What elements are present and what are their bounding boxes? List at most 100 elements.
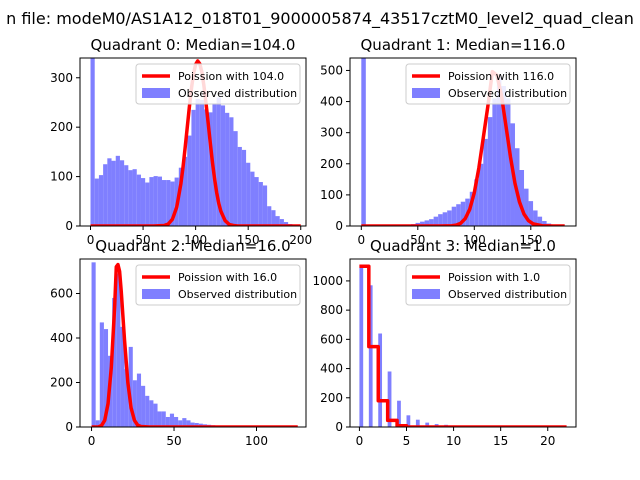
legend-box [135,63,301,105]
histogram-bar [212,103,217,226]
axes-frame [349,57,577,227]
legend-poisson-label: Poission with 1.0 [448,271,540,284]
histogram-bar [111,160,116,226]
histogram-bar [442,212,448,226]
y-tick-label: 600 [50,286,73,300]
histogram-bar [98,175,104,226]
legend-poisson-label: Poission with 16.0 [178,271,277,284]
histogram-bar [157,176,162,226]
axes-frame [79,258,307,428]
x-tick-label: 100 [245,434,268,448]
histogram-bar [528,201,534,226]
histogram-bar [115,155,120,226]
histogram-bar [145,395,150,427]
histogram-bar [361,58,366,226]
subplot-title: Quadrant 2: Median=16.0 [95,237,290,255]
histogram-bar [208,112,213,226]
y-tick-label: 400 [320,362,343,376]
y-tick-label: 1000 [312,274,343,288]
histogram-bar [128,346,133,427]
histogram-bar [254,177,259,226]
subplot-title: Quadrant 1: Median=116.0 [361,36,566,54]
histogram-bar [487,117,493,226]
y-tick-label: 0 [335,219,343,233]
histogram-bar [166,180,171,226]
y-tick-label: 400 [50,331,73,345]
histogram-bar [501,86,506,226]
histogram-bar [183,156,188,226]
histogram-bar [262,185,268,226]
histogram-bar [397,400,401,427]
histogram-bar [199,100,205,226]
histogram-bar [182,418,187,427]
histogram-bar [451,206,457,226]
histogram-bar [220,105,226,226]
legend: Poission with 16.0 Observed distribution [135,264,301,306]
histogram-bar [469,191,475,226]
histogram-bar [103,164,108,226]
histogram-bar [246,162,251,226]
y-tick-label: 300 [50,71,73,85]
histogram-bar [190,422,195,427]
y-tick-label: 300 [320,126,343,140]
histogram-bar [429,219,434,226]
histogram-bar [474,179,479,226]
axes-frame [79,57,307,227]
histogram-bar [90,58,95,226]
y-tick-label: 0 [335,420,343,434]
histogram-bar [153,176,158,226]
legend-histogram-label: Observed distribution [178,288,297,301]
histogram-bar [124,369,129,427]
histogram-bar [424,220,430,226]
histogram-bar [233,131,238,226]
subplot-title: Quadrant 3: Median=1.0 [370,237,556,255]
histogram-bar [140,178,146,226]
legend-histogram-label: Observed distribution [448,87,567,100]
x-tick-label: 100 [463,233,486,247]
legend: Poission with 1.0 Observed distribution [405,264,571,306]
histogram-bar [170,181,175,226]
histogram-bar [178,167,184,226]
histogram-bar [275,216,280,226]
x-tick-label: 20 [540,434,555,448]
histogram-bar [415,419,420,427]
histogram-bar [492,98,497,226]
histogram-bar [194,422,199,427]
histogram-bar [204,109,209,226]
histogram-bar [165,416,170,427]
histogram-bar [124,165,129,226]
axes-frame [349,258,577,428]
histogram-bar [128,170,133,226]
histogram-bar [359,264,364,427]
histogram-bar [91,262,96,427]
poisson-line [91,262,298,427]
histogram-bar [112,297,117,427]
histogram-bar [116,273,121,427]
x-tick-label: 100 [184,233,207,247]
histogram-bar [533,210,538,226]
histogram-bar [447,210,452,226]
legend-box [405,264,571,306]
histogram-bar [267,206,272,226]
histogram-bar [136,174,141,226]
x-tick-label: 15 [493,434,508,448]
histogram-bar [387,371,392,427]
x-tick-label: 50 [410,233,425,247]
histogram-bar [456,204,461,226]
histogram-bar [524,188,529,226]
histogram-bar [195,99,200,226]
legend-histogram-label: Observed distribution [178,87,297,100]
histogram-bar [149,400,154,427]
histogram-bar [174,416,179,427]
legend-histogram-swatch [412,88,440,98]
histogram-bar [191,109,196,226]
subplot-quadrant-1: 0 50 100 150 0 100 200 300 400 500 Quadrant 1: Med… [320,36,577,247]
histogram-bar [186,420,191,427]
histogram-bars [91,262,257,427]
histogram-bar [103,329,109,427]
histogram-bar [157,411,162,427]
legend: Poission with 104.0 Observed distribution [135,63,301,105]
